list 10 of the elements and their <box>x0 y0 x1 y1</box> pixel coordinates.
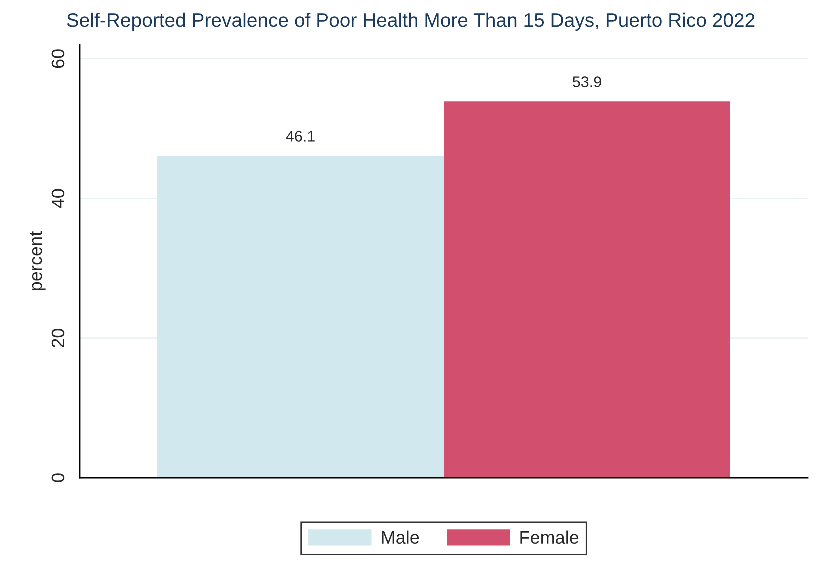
y-tick-label: 40 <box>52 189 65 208</box>
legend-label: Male <box>382 530 420 544</box>
y-tick-label: 0 <box>52 474 65 482</box>
y-tick-label: 60 <box>52 50 65 68</box>
y-axis-title: percent <box>30 232 46 290</box>
y-tick-label: 20 <box>52 328 65 348</box>
data-label: 46.1 <box>286 131 315 142</box>
chart-title: Self-Reported Prevalence of Poor Health More Than 15 Days, Puerto Rico 2022 <box>67 12 755 32</box>
data-label: 53.9 <box>572 76 602 88</box>
legend-label: Female <box>520 530 579 544</box>
